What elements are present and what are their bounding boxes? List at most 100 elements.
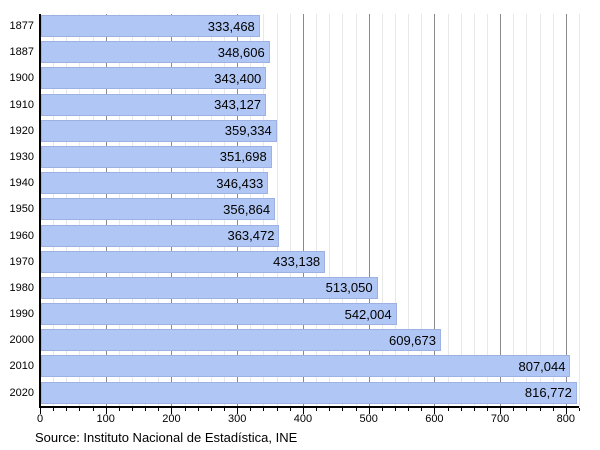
axis-tick [579, 408, 580, 411]
bar-row: 343,400 [41, 66, 579, 92]
bar: 513,050 [41, 276, 378, 299]
axis-tick [92, 408, 94, 411]
axis-tick [132, 408, 134, 411]
gridline [342, 14, 344, 407]
gridline [447, 14, 449, 407]
year-label: 2010 [9, 360, 34, 373]
bar-row: 807,044 [41, 354, 579, 380]
axis-tick [394, 408, 396, 411]
x-tick-label: 600 [425, 413, 444, 425]
gridline [329, 14, 331, 407]
x-tick-label: 700 [490, 413, 510, 425]
bar-value-label: 609,673 [389, 332, 436, 348]
gridline [500, 14, 502, 407]
bar-row: 609,673 [41, 328, 579, 354]
year-label: 1980 [9, 281, 34, 294]
year-label: 1940 [9, 177, 34, 190]
bar: 433,138 [41, 250, 326, 273]
axis-tick [197, 408, 199, 411]
bar-value-label: 348,606 [217, 44, 265, 60]
bar-row: 513,050 [41, 276, 579, 302]
bar: 609,673 [41, 329, 441, 352]
bar-value-label: 816,772 [524, 385, 572, 401]
bar: 816,772 [41, 381, 577, 404]
axis-tick [447, 408, 449, 411]
bar: 348,606 [41, 41, 270, 64]
axis-tick [342, 408, 344, 411]
bar-row: 363,472 [41, 224, 579, 250]
gridline [355, 14, 357, 407]
year-label: 1887 [9, 46, 34, 59]
gridline [513, 14, 515, 407]
bar-rows: 333,468 348,606 343,400 343,127 359,334 351,6… [41, 14, 579, 407]
x-tick-label: 200 [162, 413, 181, 425]
y-axis [39, 14, 41, 407]
gridline [460, 14, 462, 407]
x-tick-label: 500 [359, 413, 378, 425]
axis-tick [473, 408, 475, 411]
axis-tick [105, 408, 107, 414]
bar: 343,127 [41, 93, 267, 116]
bar-row: 346,433 [41, 171, 579, 197]
x-tick-label: 0 [36, 413, 44, 425]
plot-area: 333,468 348,606 343,400 343,127 359,334 351,6… [39, 14, 580, 407]
bar-row: 348,606 [41, 40, 579, 66]
year-label: 1960 [9, 229, 34, 242]
gridline [316, 14, 318, 407]
bar-value-label: 542,004 [344, 306, 392, 322]
axis-tick [408, 408, 410, 411]
axis-tick [539, 408, 541, 411]
axis-tick [513, 408, 515, 411]
bar-value-label: 807,044 [518, 358, 566, 374]
bar-value-label: 346,433 [216, 175, 264, 191]
axis-tick [486, 408, 488, 411]
year-label: 1900 [9, 72, 34, 85]
bar-row: 542,004 [41, 302, 579, 328]
axis-tick [171, 408, 173, 414]
bar-value-label: 513,050 [325, 280, 373, 296]
axis-tick [355, 408, 357, 411]
axis-tick [40, 408, 41, 414]
gridline [289, 14, 291, 407]
gridline [276, 14, 278, 407]
axis-tick [329, 408, 331, 411]
gridline [526, 14, 528, 407]
bar-value-label: 359,334 [224, 123, 272, 139]
bar-row: 333,468 [41, 14, 579, 40]
axis-tick [184, 408, 186, 411]
axis-tick [66, 408, 68, 411]
year-axis-labels: 1877 1887 1900 1910 1920 1930 1940 1950 1960 1970… [0, 14, 34, 407]
axis-tick [237, 408, 239, 414]
bar: 346,433 [41, 172, 269, 195]
gridline [394, 14, 396, 407]
bar-row: 359,334 [41, 119, 579, 145]
axis-tick [434, 408, 436, 414]
source-text: Source: Instituto Nacional de Estadístic… [35, 430, 298, 445]
gridline [539, 14, 541, 407]
gridline [552, 14, 554, 407]
gridline [302, 14, 304, 407]
axis-tick [368, 408, 370, 414]
axis-tick [500, 408, 502, 414]
axis-tick [79, 408, 81, 411]
x-tick-label: 800 [556, 413, 576, 425]
axis-tick [118, 408, 120, 411]
gridline [434, 14, 436, 407]
bar: 363,472 [41, 224, 280, 247]
axis-tick [276, 408, 278, 411]
gridline [368, 14, 370, 407]
axis-tick [145, 408, 147, 411]
gridline [486, 14, 488, 407]
x-tick-label: 400 [293, 413, 313, 425]
bar-row: 351,698 [41, 145, 579, 171]
bar: 359,334 [41, 119, 277, 142]
axis-tick [210, 408, 212, 411]
bar-row: 816,772 [41, 381, 579, 407]
year-label: 1877 [9, 20, 34, 32]
axis-tick [552, 408, 554, 411]
year-label: 2000 [9, 334, 34, 347]
bar: 343,400 [41, 67, 267, 90]
axis-tick [250, 408, 252, 411]
year-label: 1990 [9, 308, 34, 321]
